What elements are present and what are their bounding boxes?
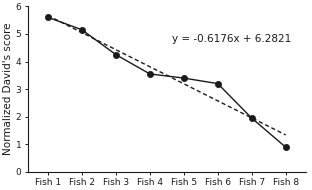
Y-axis label: Normalized David's score: Normalized David's score bbox=[3, 23, 13, 155]
Text: y = -0.6176x + 6.2821: y = -0.6176x + 6.2821 bbox=[172, 34, 292, 44]
